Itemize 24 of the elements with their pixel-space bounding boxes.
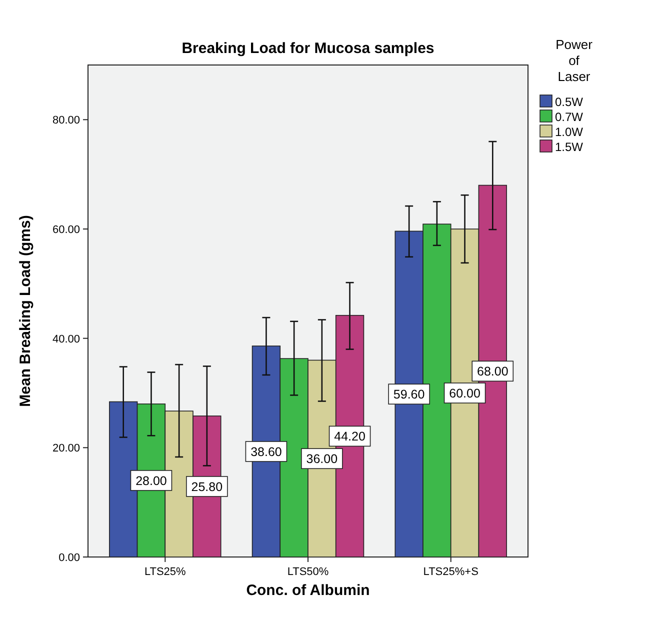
y-tick-label: 40.00	[52, 333, 80, 346]
chart-title: Breaking Load for Mucosa samples	[182, 40, 434, 57]
x-tick-label: LTS25%+S	[423, 566, 478, 578]
y-axis-title: Mean Breaking Load (gms)	[17, 215, 34, 407]
data-label: 25.80	[191, 480, 223, 494]
data-label: 60.00	[449, 386, 480, 400]
y-tick-label: 0.00	[58, 552, 80, 564]
data-label: 59.60	[393, 388, 425, 402]
y-tick-label: 80.00	[52, 114, 80, 127]
legend-label: 1.0W	[555, 125, 584, 139]
x-axis-title: Conc. of Albumin	[246, 582, 370, 599]
data-label: 36.00	[306, 452, 338, 466]
y-tick-label: 20.00	[52, 442, 80, 455]
data-label: 44.20	[334, 430, 366, 444]
data-label: 38.60	[250, 444, 282, 459]
legend-label: 0.7W	[555, 110, 584, 124]
data-label: 28.00	[136, 474, 167, 488]
legend-title: Power of Laser	[556, 37, 594, 84]
x-tick-label: LTS50%	[287, 566, 329, 578]
x-tick-label: LTS25%	[144, 566, 186, 578]
data-label: 68.00	[477, 364, 508, 379]
y-tick-label: 60.00	[52, 224, 80, 236]
legend-label: 1.5W	[555, 140, 584, 154]
legend-label: 0.5W	[555, 95, 584, 109]
